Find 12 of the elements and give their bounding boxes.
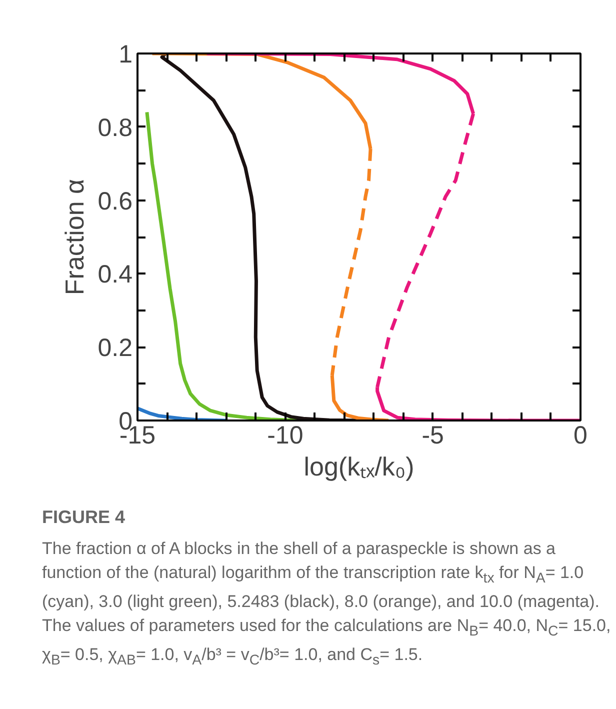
- y-tick-label: 0.8: [98, 114, 133, 142]
- caption: FIGURE 4: [42, 506, 126, 529]
- y-tick-label: 0.2: [98, 334, 133, 362]
- y-axis-title: Fraction α: [60, 178, 90, 296]
- x-axis-title: log(kₜₓ/k₀): [304, 452, 414, 482]
- y-tick-label: 1: [118, 40, 132, 68]
- text: The fraction α of A blocks in the shell of a paraspeckle is shown as a function of the (natural) logarithm of the transcription rate k$_{tx}$ for N$_{A}$= 1.0 (cyan), 3.0 (light green), 5.2483 (black), 8.0 (orange), and 10.0 (magenta). The values of parameters used for the calculations are N$_{B}$= 40.0, N$_{C}$= 15.0, χ$_{B}$= 0.5, χ$_{AB}$= 1.0, v$_{A}$/b³ = v$_{C}$/b³= 1.0, and C$_{s}$= 1.5.: [42, 538, 611, 669]
- y-tick-label: 0.4: [98, 260, 133, 289]
- x-tick-label: -10: [267, 422, 304, 450]
- x-tick-label: 0: [574, 422, 588, 450]
- y-tick-label: 0.6: [98, 187, 133, 216]
- x-tick-label: -5: [422, 422, 444, 450]
